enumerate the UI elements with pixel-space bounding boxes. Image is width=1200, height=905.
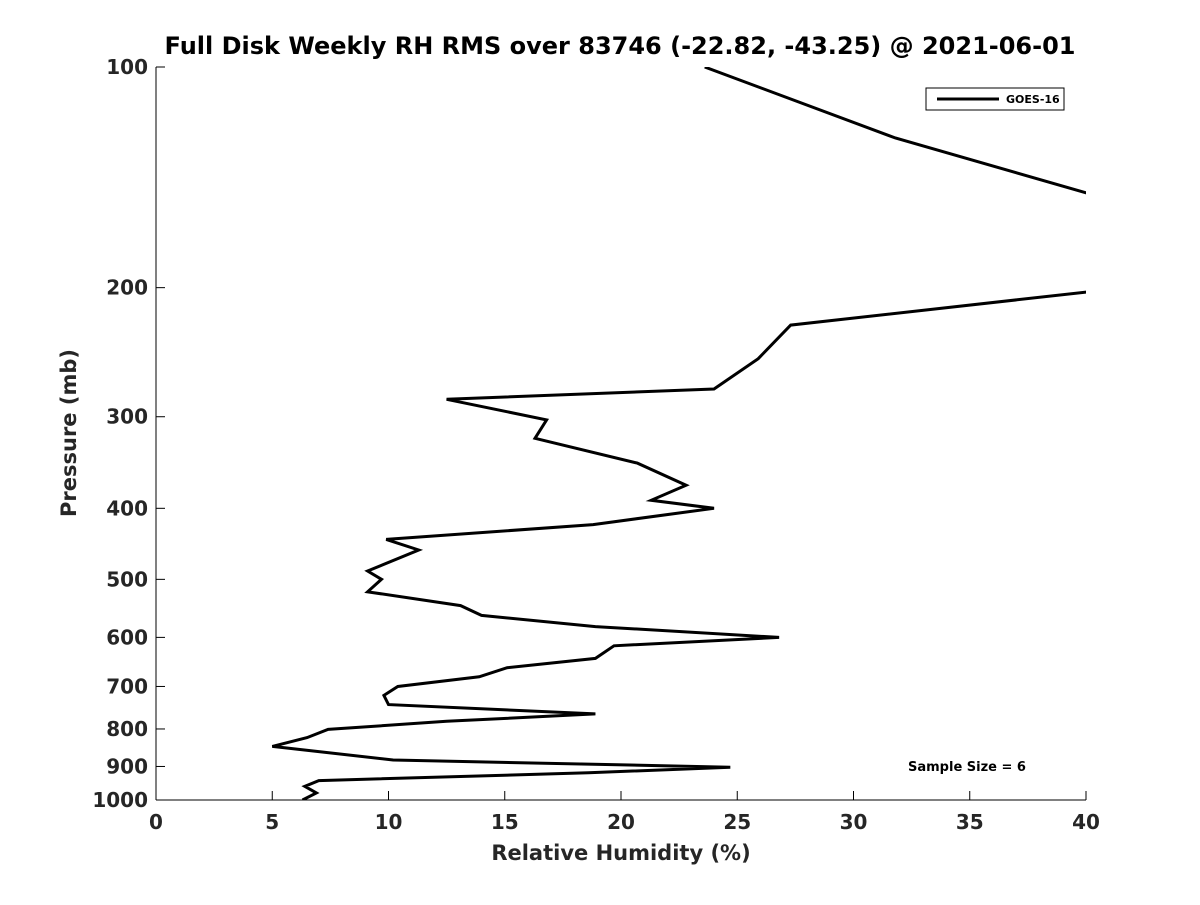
x-axis-label: Relative Humidity (%)	[491, 841, 750, 865]
sample-size-annotation: Sample Size = 6	[908, 760, 1026, 775]
x-tick-label: 25	[723, 810, 751, 834]
x-tick-label: 20	[607, 810, 635, 834]
chart-title: Full Disk Weekly RH RMS over 83746 (-22.…	[165, 32, 1076, 60]
y-tick-label: 400	[106, 496, 148, 520]
y-tick-label: 1000	[92, 788, 148, 812]
y-tick-label: 300	[106, 405, 148, 429]
y-tick-label: 100	[106, 55, 148, 79]
series-line	[271, 67, 1086, 800]
y-tick-label: 700	[106, 674, 148, 698]
x-tick-label: 0	[149, 810, 163, 834]
x-tick-label: 30	[840, 810, 868, 834]
y-tick-label: 500	[106, 567, 148, 591]
x-tick-label: 35	[956, 810, 984, 834]
legend-label: GOES-16	[1006, 93, 1060, 106]
y-tick-label: 800	[106, 717, 148, 741]
x-tick-label: 40	[1072, 810, 1100, 834]
y-axis-label: Pressure (mb)	[57, 349, 81, 517]
x-tick-label: 15	[491, 810, 519, 834]
y-tick-label: 600	[106, 625, 148, 649]
y-ticks: 100 200 300 400 500 600 700 800 900 1000	[92, 55, 165, 812]
x-ticks: 0 5 10 15 20 25 30 35 40	[149, 791, 1100, 834]
x-tick-label: 5	[265, 810, 279, 834]
legend: GOES-16	[925, 87, 1065, 111]
x-tick-label: 10	[375, 810, 403, 834]
y-tick-label: 900	[106, 754, 148, 778]
series-layer	[271, 67, 1086, 800]
y-tick-label: 200	[106, 276, 148, 300]
plot-background	[156, 67, 1086, 800]
